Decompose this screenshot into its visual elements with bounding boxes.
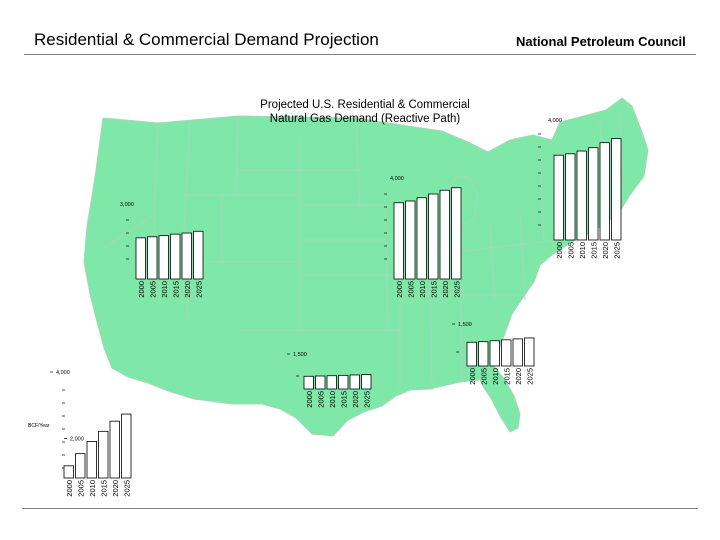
bar-west-2000 — [135, 237, 146, 280]
category-label: 2010 — [88, 480, 97, 497]
bar-midwest-2000 — [393, 202, 404, 280]
category-label: 2005 — [566, 242, 575, 259]
bar-northeast-2010 — [576, 150, 587, 241]
category-label: 2025 — [525, 368, 534, 385]
map-title: Projected U.S. Residential & Commercial … — [230, 98, 500, 126]
category-label: 2000 — [468, 368, 477, 385]
category-label: 2025 — [612, 242, 621, 259]
bar-southwest-2005 — [75, 453, 86, 479]
bar-southeast-2015 — [501, 339, 512, 367]
bar-midwest-2015 — [428, 193, 439, 280]
category-label: 2000 — [395, 281, 404, 298]
category-label: 2010 — [578, 242, 587, 259]
category-label: 2025 — [194, 281, 203, 298]
category-label: 2020 — [351, 391, 360, 408]
bar-west-2020 — [181, 232, 192, 280]
organization-name: National Petroleum Council — [516, 34, 686, 49]
page-title: Residential & Commercial Demand Projecti… — [34, 30, 379, 49]
category-label: 2010 — [328, 391, 337, 408]
category-label: 2000 — [65, 480, 74, 497]
map-title-line-2: Natural Gas Demand (Reactive Path) — [269, 113, 461, 125]
chart-west: 3,000 2000 2005 2010 2015 2020 2025 — [120, 202, 204, 298]
us-map — [83, 97, 649, 437]
bar-south-central-2025 — [361, 374, 372, 390]
map-title-line-1: Projected U.S. Residential & Commercial — [260, 99, 470, 111]
category-label: 2015 — [339, 391, 348, 408]
y-axis-label: BCF/Year — [28, 423, 50, 429]
bar-midwest-2025 — [451, 187, 462, 280]
tick-label: 4,000 — [56, 370, 70, 376]
bar-southeast-2025 — [524, 337, 535, 367]
category-label: 2020 — [441, 281, 450, 298]
bar-northeast-2015 — [588, 147, 599, 241]
category-label: 2005 — [479, 368, 488, 385]
bar-midwest-2020 — [439, 189, 450, 280]
category-label: 2025 — [122, 480, 131, 497]
bar-southwest-2000 — [63, 465, 74, 479]
bar-southeast-2000 — [466, 341, 477, 367]
category-label: 2010 — [418, 281, 427, 298]
category-label: 2015 — [502, 368, 511, 385]
bar-midwest-2010 — [416, 197, 427, 280]
tick-label: 4,000 — [390, 176, 404, 182]
bar-southwest-2020 — [109, 420, 120, 479]
category-label: 2025 — [452, 281, 461, 298]
category-label: 2025 — [362, 391, 371, 408]
bar-northeast-2000 — [553, 154, 564, 241]
tick-label: 4,000 — [548, 118, 562, 124]
bar-northeast-2005 — [565, 153, 576, 241]
bar-south-central-2010 — [326, 375, 337, 390]
chart-southwest: 4,000 2,000 BCF/Year 2000 2005 2010 2015 2020 20… — [28, 370, 132, 497]
bar-southwest-2010 — [86, 441, 97, 479]
category-label: 2000 — [137, 281, 146, 298]
bar-west-2005 — [147, 236, 158, 280]
us-landmass — [83, 97, 649, 437]
bar-west-2015 — [170, 233, 181, 280]
category-label: 2005 — [316, 391, 325, 408]
category-label: 2020 — [183, 281, 192, 298]
bar-southeast-2010 — [489, 340, 500, 367]
tick-label: 1,500 — [458, 322, 472, 328]
chart-southeast: 1,500 2000 2005 2010 2015 2020 2025 — [452, 322, 535, 385]
tick-label: 2,000 — [70, 436, 84, 442]
bar-west-2010 — [158, 235, 169, 280]
footer-divider — [22, 508, 698, 509]
bar-southwest-2025 — [121, 413, 132, 479]
tick-label: 3,000 — [120, 202, 134, 208]
category-label: 2015 — [171, 281, 180, 298]
tick-label: 1,500 — [293, 352, 307, 358]
category-label: 2000 — [555, 242, 564, 259]
header-divider — [24, 54, 696, 55]
chart-midwest: 4,000 2000 2005 2010 2015 2020 2025 — [384, 176, 462, 298]
bar-southeast-2005 — [478, 341, 489, 367]
category-label: 2020 — [111, 480, 120, 497]
bar-south-central-2015 — [338, 374, 349, 390]
category-label: 2005 — [76, 480, 85, 497]
bar-southwest-2015 — [98, 430, 109, 479]
chart-northeast: 4,000 2000 2005 2010 2015 2020 2025 — [538, 118, 622, 259]
bar-south-central-2000 — [303, 375, 314, 390]
bar-midwest-2005 — [405, 200, 416, 280]
category-label: 2000 — [305, 391, 314, 408]
florida-peninsula — [479, 365, 521, 433]
bar-south-central-2005 — [315, 375, 326, 390]
category-label: 2015 — [589, 242, 598, 259]
bar-northeast-2025 — [611, 138, 622, 241]
category-label: 2015 — [429, 281, 438, 298]
chart-south-central: 1,500 2000 2005 2010 2015 2020 2025 — [287, 352, 372, 408]
category-label: 2010 — [491, 368, 500, 385]
category-label: 2020 — [514, 368, 523, 385]
category-label: 2010 — [160, 281, 169, 298]
bar-west-2025 — [193, 230, 204, 280]
bar-south-central-2020 — [349, 374, 360, 390]
category-label: 2020 — [601, 242, 610, 259]
bar-northeast-2020 — [599, 142, 610, 241]
category-label: 2005 — [406, 281, 415, 298]
category-label: 2015 — [99, 480, 108, 497]
bar-southeast-2020 — [512, 338, 523, 367]
category-label: 2005 — [148, 281, 157, 298]
